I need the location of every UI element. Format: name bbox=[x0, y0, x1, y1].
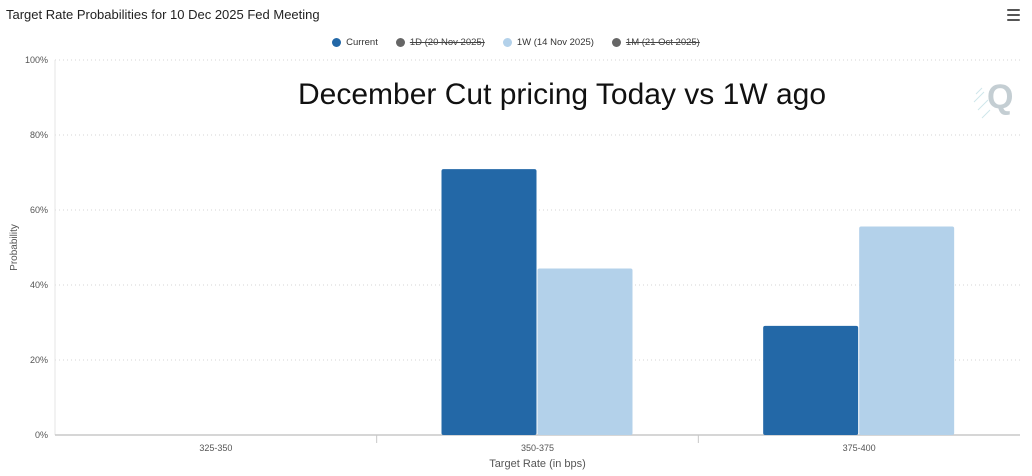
y-tick-label: 80% bbox=[30, 130, 48, 140]
legend-label: 1D (20 Nov 2025) bbox=[409, 37, 485, 48]
bar-current bbox=[763, 325, 859, 435]
x-tick-label: 375-400 bbox=[843, 443, 876, 453]
legend-dot-icon bbox=[611, 38, 621, 47]
legend-item-2[interactable]: 1W (14 Nov 2025) bbox=[502, 37, 594, 48]
legend-dot-icon bbox=[395, 38, 405, 47]
bar-one-week bbox=[859, 226, 955, 435]
legend-item-0[interactable]: Current bbox=[332, 37, 378, 48]
x-tick-label: 325-350 bbox=[199, 443, 232, 453]
legend-item-1[interactable]: 1D (20 Nov 2025) bbox=[395, 37, 485, 48]
legend-label: 1W (14 Nov 2025) bbox=[516, 37, 594, 48]
y-tick-label: 0% bbox=[35, 430, 48, 440]
chart-annotation: December Cut pricing Today vs 1W ago bbox=[298, 78, 827, 111]
legend-item-3[interactable]: 1M (21 Oct 2025) bbox=[611, 37, 700, 48]
y-axis-title: Probability bbox=[9, 224, 20, 271]
q-logo-watermark-icon: Q bbox=[973, 78, 1013, 119]
y-tick-label: 20% bbox=[30, 355, 48, 365]
svg-text:Q: Q bbox=[987, 78, 1013, 116]
chart-title: Target Rate Probabilities for 10 Dec 202… bbox=[6, 7, 320, 22]
hamburger-menu-icon[interactable] bbox=[1007, 9, 1020, 21]
legend-label: Current bbox=[346, 37, 378, 48]
bar-current bbox=[441, 169, 537, 435]
legend-dot-icon bbox=[502, 38, 512, 47]
legend-label: 1M (21 Oct 2025) bbox=[625, 37, 700, 48]
y-tick-label: 100% bbox=[25, 55, 48, 65]
x-axis-title: Target Rate (in bps) bbox=[489, 458, 586, 470]
chart-legend: Current 1D (20 Nov 2025) 1W (14 Nov 2025) 1… bbox=[0, 37, 1032, 48]
y-tick-label: 60% bbox=[30, 205, 48, 215]
bar-one-week bbox=[537, 268, 633, 435]
y-tick-label: 40% bbox=[30, 280, 48, 290]
x-tick-label: 350-375 bbox=[521, 443, 554, 453]
legend-dot-icon bbox=[332, 38, 342, 47]
